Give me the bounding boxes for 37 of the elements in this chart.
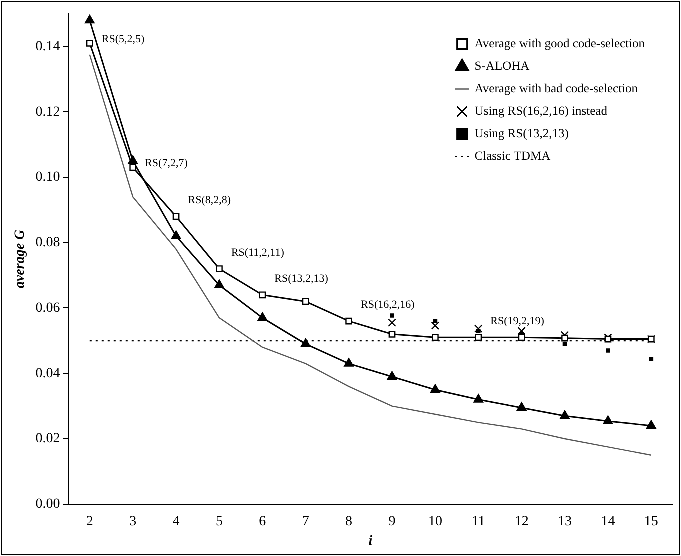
x-tick-label: 5 [216, 514, 223, 530]
y-tick-label: 0.08 [36, 236, 60, 251]
x-tick-label: 6 [259, 514, 266, 530]
x-tick-label: 15 [644, 514, 658, 530]
legend-label: Using RS(16,2,16) instead [474, 104, 608, 118]
annotation: RS(13,2,13) [274, 273, 329, 286]
annotation: RS(7,2,7) [145, 158, 188, 170]
legend-label: Average with bad code-selection [474, 82, 639, 96]
x-tick-label: 2 [86, 514, 94, 530]
annotation: RS(11,2,11) [231, 246, 285, 259]
annotation: RS(19,2,19) [490, 316, 545, 328]
y-tick-label: 0.00 [36, 497, 60, 512]
x-tick-label: 3 [130, 514, 137, 530]
y-axis-title: average G [13, 230, 28, 289]
legend-label: Average with good code-selection [474, 36, 646, 51]
y-tick-label: 0.10 [36, 170, 60, 186]
x-tick-label: 7 [302, 514, 310, 530]
legend-label: S-ALOHA [474, 59, 530, 74]
legend-label: Classic TDMA [474, 149, 551, 164]
y-tick-label: 0.06 [36, 300, 60, 316]
x-tick-label: 13 [558, 514, 572, 530]
legend-label: Using RS(13,2,13) [474, 126, 569, 141]
y-tick-label: 0.14 [36, 39, 60, 54]
x-tick-label: 12 [514, 514, 529, 530]
x-tick-label: 14 [601, 514, 616, 530]
x-tick-label: 10 [428, 514, 442, 530]
x-axis-title: i [368, 534, 373, 550]
y-tick-label: 0.04 [36, 366, 60, 382]
annotation: RS(5,2,5) [102, 33, 146, 46]
x-tick-label: 8 [346, 514, 353, 530]
x-tick-label: 9 [388, 514, 396, 530]
x-tick-label: 11 [472, 514, 486, 530]
x-tick-label: 4 [172, 514, 180, 530]
y-tick-label: 0.12 [36, 104, 60, 120]
y-tick-label: 0.02 [36, 432, 60, 447]
annotation: RS(16,2,16) [361, 299, 416, 312]
annotation: RS(8,2,8) [188, 194, 232, 207]
